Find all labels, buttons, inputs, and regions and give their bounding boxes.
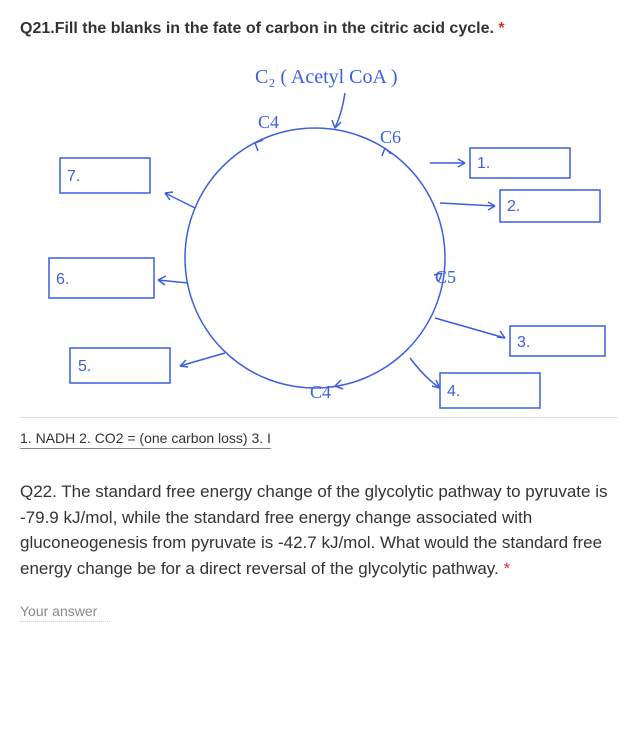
q22-answer-input[interactable]: Your answer [20,601,110,622]
arrowhead-to-3 [497,331,505,338]
box-5-label: 5. [78,358,91,375]
cycle-circle [185,128,445,388]
box-7-label: 7. [67,168,80,185]
q22-title: Q22. The standard free energy change of … [20,479,618,581]
box-4-label: 4. [447,383,460,400]
citric-cycle-svg: C₂ ( Acetyl CoA ) C4 C6 C5 C4 7. 6. 5. 1… [20,48,618,418]
q21-answer-text: 1. NADH 2. CO2 = (one carbon loss) 3. I [20,430,271,446]
label-c2-acetyl: C₂ ( Acetyl CoA ) [255,66,398,88]
q22-title-text: Q22. The standard free energy change of … [20,482,607,578]
box-2-label: 2. [507,198,520,215]
arrow-to-7 [165,193,195,208]
box-4: 4. [440,373,540,408]
q21-diagram: C₂ ( Acetyl CoA ) C4 C6 C5 C4 7. 6. 5. 1… [20,48,618,418]
arrow-to-2 [440,203,495,206]
label-c4-bottom: C4 [310,382,331,402]
box-3: 3. [510,326,605,356]
q21-required: * [498,20,504,37]
arrowhead-c6 [382,148,391,156]
arrowhead-to-4 [432,380,440,388]
arrow-to-4 [410,358,440,388]
label-c5: C5 [435,267,456,287]
box-1: 1. [470,148,570,178]
box-7: 7. [60,158,150,193]
box-1-label: 1. [477,155,490,172]
label-c4-top: C4 [258,112,279,132]
q22-required: * [504,559,511,578]
arrow-to-5 [180,353,225,366]
box-3-label: 3. [517,334,530,351]
box-2: 2. [500,190,600,222]
label-c6: C6 [380,127,401,147]
box-6: 6. [49,258,154,298]
box-5: 5. [70,348,170,383]
q21-title: Q21.Fill the blanks in the fate of carbo… [20,20,618,38]
q21-answer-input[interactable]: 1. NADH 2. CO2 = (one carbon loss) 3. I [20,428,271,449]
q21-title-text: Q21.Fill the blanks in the fate of carbo… [20,20,498,37]
arrow-to-3 [435,318,505,338]
box-6-label: 6. [56,271,69,288]
